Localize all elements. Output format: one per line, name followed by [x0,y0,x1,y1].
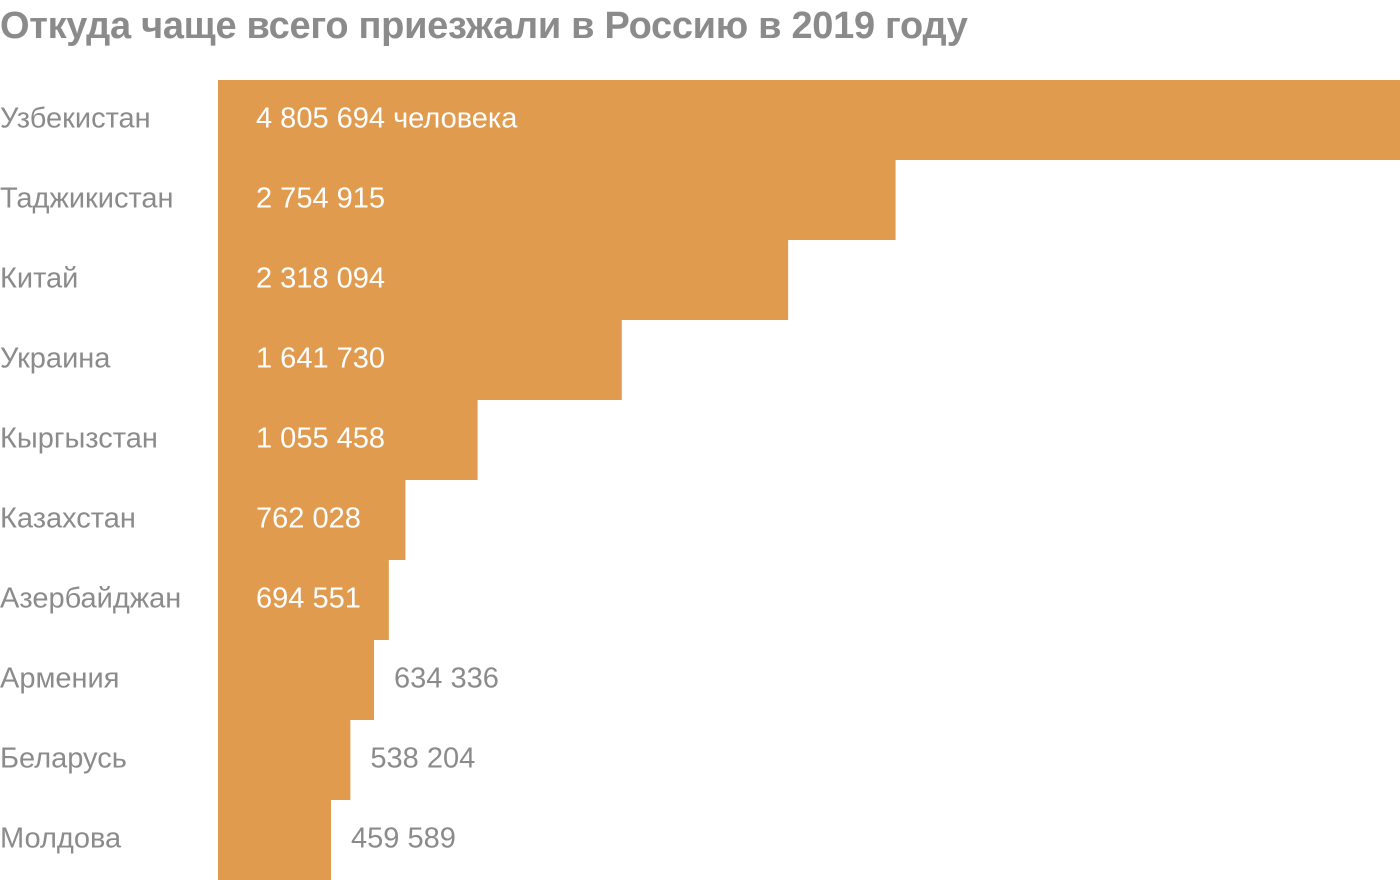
bar [218,240,789,320]
value-label: 459 589 [351,823,456,855]
value-label: 762 028 [256,503,361,535]
value-labels: 4 805 694 человека 2 754 915 2 318 094 1 64… [256,103,518,855]
category-label: Таджикистан [0,183,174,215]
bar [218,560,389,640]
bar [218,640,375,720]
category-label: Беларусь [0,743,127,775]
bar [218,320,622,400]
category-label: Молдова [0,823,122,855]
category-label: Кыргызстан [0,423,158,455]
bar [218,480,406,560]
category-label: Азербайджан [0,583,181,615]
value-label: 1 055 458 [256,423,385,455]
bar [218,80,1400,160]
value-label: 4 805 694 человека [256,103,518,135]
chart-title: Откуда чаще всего приезжали в Россию в 2… [0,5,968,47]
category-label: Казахстан [0,503,136,535]
bars-layer [218,80,1400,880]
category-label: Украина [0,343,111,375]
category-label: Армения [0,663,119,695]
value-label: 634 336 [394,663,499,695]
value-label: 2 754 915 [256,183,385,215]
bar [218,800,332,880]
category-label: Китай [0,263,78,295]
value-label: 694 551 [256,583,361,615]
category-label: Узбекистан [0,103,151,135]
value-label: 2 318 094 [256,263,385,295]
category-labels: Узбекистан Таджикистан Китай Украина Кыргызс… [0,103,181,855]
bar [218,400,478,480]
value-label: 1 641 730 [256,343,385,375]
value-label: 538 204 [370,743,475,775]
bar [218,720,351,800]
bar [218,160,896,240]
